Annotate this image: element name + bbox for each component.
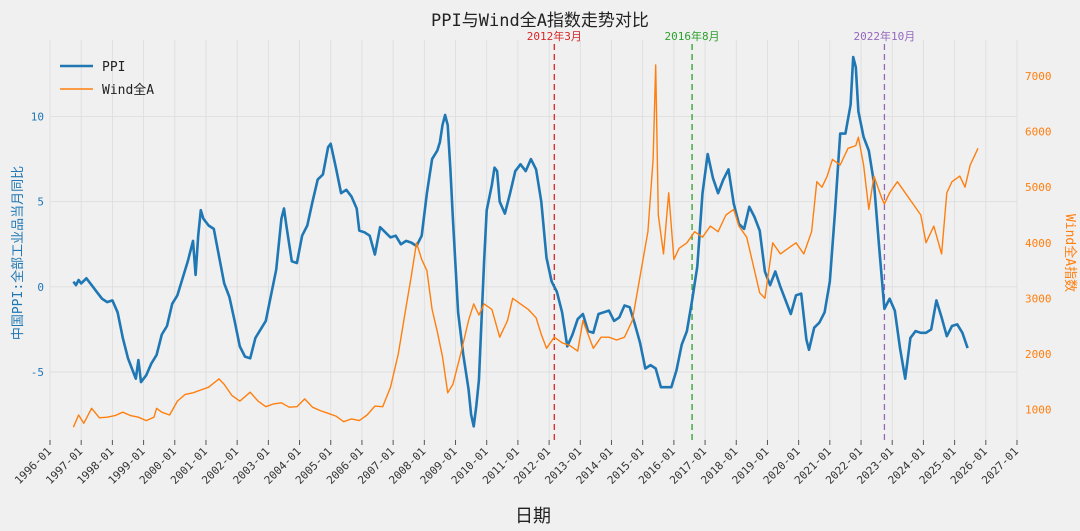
y-axis-right-label: Wind全A指数 xyxy=(1062,214,1078,292)
reference-line-label: 2016年8月 xyxy=(665,29,720,43)
reference-lines: 2012年3月 2016年8月 2022年10月 xyxy=(527,29,916,440)
reference-line-label: 2012年3月 xyxy=(527,29,582,43)
series-lines xyxy=(72,55,979,428)
y-left-tick-label: 0 xyxy=(37,281,44,294)
y-right-tick-label: 3000 xyxy=(1025,292,1052,305)
legend-wind-label: Wind全A xyxy=(102,82,154,98)
y-left-tick-label: 5 xyxy=(37,196,44,209)
y-axis-left-label: 中国PPI:全部工业品当月同比 xyxy=(10,166,26,340)
y-right-tick-label: 4000 xyxy=(1025,237,1052,250)
y-left-tick-label: 10 xyxy=(31,111,44,124)
y-right-tick-label: 7000 xyxy=(1025,70,1052,83)
legend-ppi-label: PPI xyxy=(102,60,125,75)
x-axis-label: 日期 xyxy=(515,506,551,527)
y-right-tick-label: 2000 xyxy=(1025,348,1052,361)
ppi-series-line xyxy=(72,55,969,428)
legend: PPI Wind全A xyxy=(60,60,154,98)
grid xyxy=(49,40,1018,440)
y-left-tick-label: -5 xyxy=(31,366,44,379)
y-right-tick-label: 1000 xyxy=(1025,403,1052,416)
chart-title: PPI与Wind全A指数走势对比 xyxy=(431,11,649,31)
y-right-tick-label: 5000 xyxy=(1025,181,1052,194)
axes: 1996-011997-011998-011999-012000-012001-… xyxy=(12,70,1051,487)
reference-line-label: 2022年10月 xyxy=(854,29,916,43)
wind-series-line xyxy=(72,64,979,428)
y-right-tick-label: 6000 xyxy=(1025,126,1052,139)
